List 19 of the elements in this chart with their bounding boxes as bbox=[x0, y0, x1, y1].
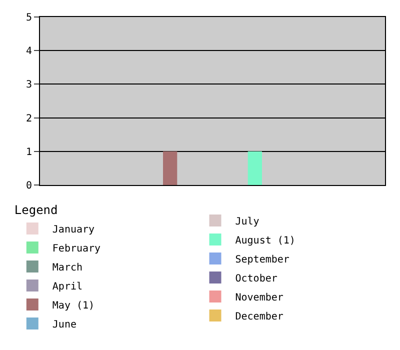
legend-title: Legend bbox=[14, 203, 58, 218]
legend-label: January bbox=[52, 224, 95, 236]
legend-label: September bbox=[235, 254, 290, 266]
y-tick-label: 2 bbox=[26, 113, 32, 124]
legend-label: December bbox=[235, 311, 284, 322]
legend-label: July bbox=[235, 216, 260, 228]
legend-label: October bbox=[235, 273, 278, 284]
legend-label: May (1) bbox=[52, 300, 95, 312]
legend-label: February bbox=[52, 243, 101, 254]
y-tick-label: 1 bbox=[26, 146, 32, 158]
legend-label: March bbox=[52, 262, 83, 274]
y-tick-label: 3 bbox=[26, 80, 32, 91]
y-tick-label: 0 bbox=[26, 180, 32, 192]
y-tick-label: 5 bbox=[26, 12, 32, 24]
legend-label: November bbox=[235, 292, 284, 304]
legend-label: August (1) bbox=[235, 235, 296, 246]
y-tick-label: 4 bbox=[26, 46, 32, 58]
legend-label: June bbox=[52, 319, 76, 330]
legend-label: April bbox=[52, 281, 83, 292]
